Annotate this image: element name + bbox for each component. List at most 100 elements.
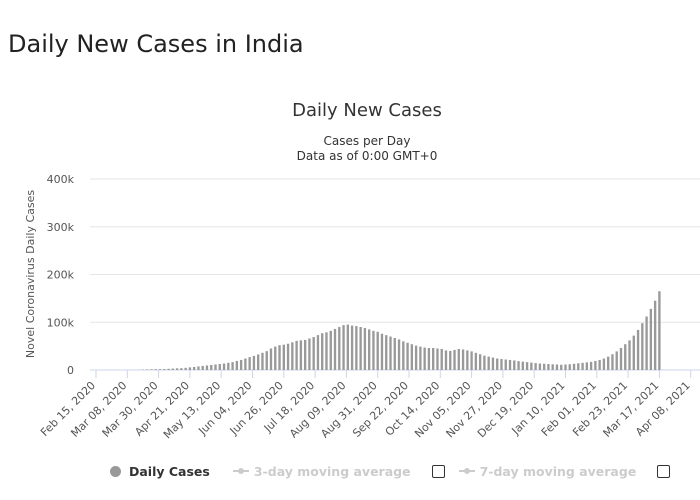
bar xyxy=(158,369,162,370)
bar xyxy=(350,325,354,370)
bar xyxy=(269,348,273,370)
bar xyxy=(372,330,375,370)
bar xyxy=(252,355,256,370)
bar xyxy=(594,360,597,370)
bar xyxy=(427,348,431,370)
legend-item-3-day-average[interactable]: 3-day moving average xyxy=(232,464,411,479)
chart-subtitle-line-2: Data as of 0:00 GMT+0 xyxy=(297,149,438,163)
bar xyxy=(632,335,635,370)
chart-subtitle-line-1: Cases per Day xyxy=(324,134,411,148)
bar xyxy=(235,360,239,370)
bar xyxy=(504,359,507,370)
bar xyxy=(205,365,209,370)
legend-dot-icon xyxy=(110,465,121,477)
bar xyxy=(248,357,251,370)
bar xyxy=(636,329,640,370)
bar xyxy=(355,326,358,370)
bar xyxy=(513,360,516,370)
bar-series-daily-cases xyxy=(133,291,661,370)
bar xyxy=(210,364,213,370)
bar xyxy=(410,344,414,370)
bar xyxy=(414,345,418,370)
bar xyxy=(542,363,546,370)
bar xyxy=(419,346,422,370)
y-axis-ticks: 0 100k 200k 300k 400k xyxy=(47,173,75,377)
bar xyxy=(367,329,371,370)
bar xyxy=(376,331,379,370)
bar xyxy=(291,342,294,370)
bar xyxy=(534,363,537,370)
bar xyxy=(282,344,285,370)
bar xyxy=(500,359,503,370)
bar xyxy=(641,323,644,370)
checkbox-7-day-average[interactable] xyxy=(657,464,671,478)
bar xyxy=(227,362,230,370)
bar xyxy=(154,369,157,370)
bar xyxy=(329,330,332,370)
bar xyxy=(628,340,631,370)
bar xyxy=(581,362,584,370)
bar xyxy=(278,345,281,370)
legend-item-7-day-average[interactable]: 7-day moving average xyxy=(458,464,636,479)
checkbox-3-day-average[interactable] xyxy=(431,464,445,478)
bar xyxy=(585,362,589,370)
bar xyxy=(466,350,469,370)
legend-line-marker-icon xyxy=(232,466,249,476)
bar xyxy=(231,362,234,370)
bar xyxy=(432,348,435,370)
bar xyxy=(560,364,563,370)
bar xyxy=(286,343,290,370)
bar xyxy=(321,333,324,370)
bar xyxy=(564,364,567,370)
bar xyxy=(192,366,196,370)
bar xyxy=(521,361,524,370)
bar xyxy=(478,354,482,370)
bar xyxy=(607,356,610,370)
bar xyxy=(312,337,315,370)
bar xyxy=(175,368,179,370)
bar xyxy=(517,361,520,370)
bar xyxy=(577,363,580,370)
bar xyxy=(359,327,362,370)
y-tick-label: 0 xyxy=(67,364,74,377)
bar xyxy=(222,363,226,370)
bar xyxy=(572,363,576,370)
bar xyxy=(244,358,247,370)
y-tick-label: 100k xyxy=(47,316,75,329)
bar xyxy=(589,361,593,370)
bar xyxy=(295,340,298,370)
bar xyxy=(218,364,221,370)
bar xyxy=(265,351,268,370)
y-tick-label: 200k xyxy=(47,269,75,282)
bar xyxy=(474,352,478,370)
y-tick-label: 300k xyxy=(47,221,75,234)
bar xyxy=(167,368,170,370)
bar xyxy=(201,365,204,370)
bar xyxy=(461,349,465,370)
bar xyxy=(342,325,345,370)
bar xyxy=(393,338,396,370)
bar xyxy=(611,354,614,370)
bar xyxy=(624,344,627,370)
bar xyxy=(649,308,653,370)
bar xyxy=(449,350,452,370)
bar xyxy=(423,347,426,370)
gridlines xyxy=(90,178,700,371)
y-tick-label: 400k xyxy=(47,173,75,186)
bar xyxy=(444,350,448,370)
bar xyxy=(257,354,260,370)
y-axis-label: Novel Coronavirus Daily Cases xyxy=(24,190,37,358)
bar xyxy=(299,340,303,370)
bar xyxy=(645,316,648,370)
bar xyxy=(487,356,490,370)
bar xyxy=(274,346,277,370)
bar xyxy=(214,364,217,370)
bar xyxy=(316,335,320,370)
legend-item-daily-cases[interactable]: Daily Cases xyxy=(110,464,210,479)
bar xyxy=(308,338,311,370)
bar xyxy=(602,358,606,370)
bar xyxy=(385,335,388,370)
bar xyxy=(470,351,473,370)
bar xyxy=(150,369,153,370)
